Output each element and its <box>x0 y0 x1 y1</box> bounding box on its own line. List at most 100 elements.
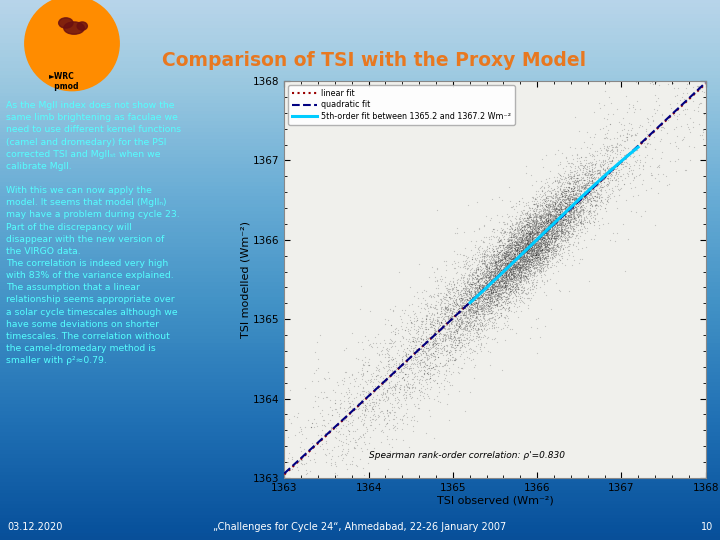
Point <box>526 236 537 245</box>
Point <box>431 308 442 317</box>
Point <box>438 345 450 354</box>
Point <box>692 107 703 116</box>
Point <box>544 174 555 183</box>
Point <box>284 448 295 457</box>
Point <box>487 280 498 288</box>
Point <box>507 220 518 228</box>
Point <box>526 252 537 260</box>
Point <box>536 259 547 267</box>
Point <box>535 235 546 244</box>
Point <box>521 261 533 270</box>
Point <box>570 199 581 208</box>
Point <box>420 429 432 437</box>
Point <box>478 295 490 303</box>
Point <box>546 237 557 245</box>
Point <box>497 366 508 374</box>
Point <box>520 248 531 257</box>
Point <box>529 256 541 265</box>
Point <box>447 334 459 342</box>
Point <box>451 283 462 292</box>
Point <box>425 319 436 328</box>
Point <box>428 324 440 333</box>
Point <box>546 253 557 262</box>
Point <box>608 146 619 155</box>
Point <box>529 222 541 231</box>
Point <box>480 268 492 277</box>
Point <box>524 237 536 245</box>
Point <box>569 164 580 173</box>
Point <box>566 232 577 240</box>
Point <box>457 285 469 294</box>
Point <box>562 195 573 204</box>
Point <box>534 234 546 243</box>
Point <box>530 248 541 256</box>
Point <box>536 210 547 218</box>
Point <box>411 372 423 380</box>
Point <box>371 371 382 380</box>
Point <box>492 253 503 262</box>
Point <box>517 262 528 271</box>
Point <box>593 174 604 183</box>
Point <box>521 268 533 276</box>
Point <box>536 221 547 230</box>
Point <box>381 435 392 443</box>
Point <box>449 317 461 326</box>
Point <box>493 268 505 276</box>
Point <box>626 130 638 139</box>
Point <box>597 183 608 191</box>
Point <box>573 198 585 207</box>
Point <box>513 254 525 262</box>
Point <box>408 375 419 384</box>
Point <box>488 273 500 282</box>
Point <box>609 176 621 184</box>
Point <box>477 292 488 300</box>
Point <box>481 289 492 298</box>
Point <box>506 239 518 248</box>
Point <box>507 282 518 291</box>
Point <box>588 235 599 244</box>
Point <box>516 276 527 285</box>
Point <box>438 336 450 345</box>
Point <box>587 171 598 180</box>
Point <box>426 338 438 346</box>
Point <box>496 259 508 268</box>
Point <box>315 331 326 340</box>
Point <box>454 315 465 323</box>
Point <box>519 223 531 232</box>
Point <box>503 272 514 280</box>
Point <box>482 269 494 278</box>
Point <box>511 235 523 244</box>
Point <box>505 251 516 260</box>
Point <box>376 349 387 358</box>
Point <box>584 195 595 204</box>
Point <box>516 246 528 255</box>
Point <box>521 255 532 264</box>
Point <box>472 300 483 308</box>
Point <box>515 263 526 272</box>
Point <box>570 176 581 184</box>
Point <box>476 285 487 293</box>
Point <box>564 216 575 225</box>
Point <box>502 312 513 321</box>
Point <box>500 280 511 288</box>
Point <box>491 232 503 240</box>
Point <box>526 244 537 253</box>
Point <box>552 221 563 230</box>
Point <box>556 213 567 221</box>
Point <box>496 240 508 249</box>
Point <box>522 234 534 242</box>
Point <box>545 193 557 201</box>
Point <box>503 284 515 293</box>
Point <box>330 424 342 433</box>
Point <box>528 251 540 259</box>
Point <box>558 225 570 234</box>
Point <box>415 337 427 346</box>
Point <box>492 267 504 275</box>
Point <box>384 363 395 372</box>
Point <box>588 174 600 183</box>
Point <box>394 384 405 393</box>
Point <box>495 312 507 320</box>
Point <box>346 421 358 429</box>
Point <box>643 134 654 143</box>
Point <box>508 297 519 306</box>
